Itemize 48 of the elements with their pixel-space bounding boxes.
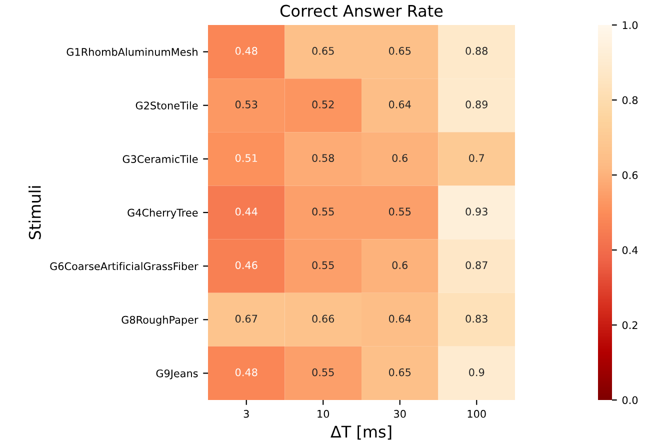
y-tick-label: G8RoughPaper (122, 316, 198, 326)
y-tick-label: G4CherryTree (128, 208, 198, 219)
y-tick-label: G2StoneTile (136, 101, 198, 110)
y-tick-label: G1RhombAluminumMesh (66, 48, 198, 56)
x-tick-label: 10 (318, 410, 330, 418)
data-label: 0.58 (312, 154, 334, 162)
data-label: 0.66 (312, 314, 334, 323)
color-bar-label: 0.0 (622, 396, 638, 404)
data-label: 0.65 (388, 46, 411, 55)
y-axis-title: Stimuli (28, 186, 41, 240)
data-label: 0.64 (388, 100, 411, 108)
data-label: 0.55 (312, 208, 334, 216)
color-bar-label: 0.2 (622, 321, 638, 330)
data-label: 0.93 (466, 208, 488, 216)
color-bar-label: 0.4 (622, 246, 638, 254)
data-label: 0.9 (469, 368, 484, 376)
y-tick-label: G9Jeans (156, 369, 198, 380)
data-label: 0.87 (466, 261, 488, 270)
data-label: 0.48 (235, 46, 258, 55)
data-label: 0.65 (388, 368, 411, 376)
data-label: 0.52 (312, 100, 334, 108)
data-label: 0.6 (392, 154, 408, 162)
x-tick-label: 100 (468, 410, 486, 418)
data-label: 0.6 (392, 261, 408, 270)
y-tick-label: G6CoarseArtificialGrassFiber (50, 262, 198, 270)
y-tick-label: G3CeramicTile (122, 154, 198, 164)
chart-title: Correct Answer Rate (280, 4, 443, 17)
data-label: 0.65 (312, 46, 334, 55)
data-label: 0.46 (235, 261, 258, 270)
x-axis-title: ΔT [ms] (330, 425, 392, 440)
data-label: 0.51 (235, 154, 258, 162)
data-label: 0.7 (469, 154, 484, 162)
data-label: 0.67 (235, 314, 258, 323)
color-bar-label: 1.0 (622, 21, 638, 30)
data-label: 0.53 (235, 100, 258, 108)
data-label: 0.55 (388, 208, 411, 216)
data-label: 0.55 (312, 368, 334, 376)
data-label: 0.89 (466, 100, 488, 108)
data-label: 0.55 (312, 261, 334, 270)
color-bar-label: 0.8 (622, 96, 638, 104)
data-label: 0.64 (388, 314, 411, 323)
data-label: 0.83 (466, 314, 488, 323)
x-tick-label: 3 (244, 410, 249, 418)
data-label: 0.44 (235, 208, 258, 216)
color-bar-label: 0.6 (622, 171, 638, 180)
x-tick-label: 30 (394, 410, 406, 418)
data-label: 0.88 (466, 46, 488, 55)
data-label: 0.48 (235, 368, 258, 376)
